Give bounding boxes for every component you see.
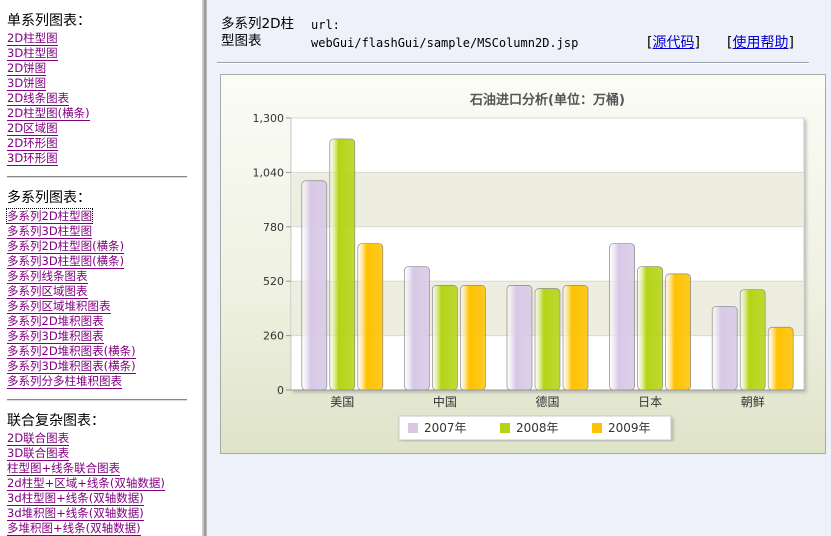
- nav-link[interactable]: 3D柱型图: [7, 46, 58, 61]
- nav-link[interactable]: 多系列2D堆积图表(横条): [7, 344, 136, 359]
- url-value: webGui/flashGui/sample/MSColumn2D.jsp: [311, 36, 579, 50]
- y-tick-label: 520: [263, 275, 284, 288]
- legend-label: 2008年: [516, 421, 559, 435]
- chart-title: 石油进口分析(单位：万桶): [469, 92, 625, 108]
- nav-link[interactable]: 2D柱型图(横条): [7, 106, 90, 121]
- source-code-link-wrapper: [源代码]: [647, 35, 700, 51]
- chart-svg: 石油进口分析(单位：万桶) 0 260 520 780 1,040 1,300 美国 中国 德国 日…: [253, 92, 805, 441]
- nav-link[interactable]: 多系列3D堆积图表(横条): [7, 359, 136, 374]
- bar-2-0: [506, 285, 533, 391]
- nav-link[interactable]: 多系列3D堆积图表: [7, 329, 104, 344]
- legend-box: [398, 415, 672, 441]
- url-label: url:: [311, 18, 340, 32]
- nav-link[interactable]: 2D柱型图: [7, 31, 58, 46]
- nav-link[interactable]: 多系列线条图表: [7, 269, 88, 284]
- legend-swatch: [408, 423, 418, 433]
- y-tick-label: 1,300: [253, 112, 285, 125]
- nav-link[interactable]: 2D饼图: [7, 61, 47, 76]
- bar-4-2: [767, 326, 794, 391]
- chart-panel: 石油进口分析(单位：万桶) 0 260 520 780 1,040 1,300 美国 中国 德国 日…: [220, 74, 826, 454]
- nav-link[interactable]: 2D线条图表: [7, 91, 70, 106]
- legend-swatch: [592, 423, 602, 433]
- source-code-link[interactable]: 源代码: [652, 35, 695, 51]
- nav-section-title: 多系列图表：: [7, 190, 91, 206]
- bar-0-0: [301, 180, 328, 391]
- nav-link[interactable]: 多系列2D堆积图表: [7, 314, 104, 329]
- left-nav-frame: 单系列图表： 2D柱型图 3D柱型图 2D饼图 3D饼图 2D线条图表 2D柱型图(横条) 2…: [0, 0, 202, 536]
- nav-link[interactable]: 2D环形图: [7, 136, 58, 151]
- nav-link[interactable]: 多堆积图+线条(双轴数据): [7, 521, 141, 536]
- bar-1-0: [404, 266, 430, 391]
- nav-link[interactable]: 多系列3D柱型图: [7, 224, 93, 239]
- bar-3-2: [665, 273, 691, 391]
- help-link[interactable]: 使用帮助: [732, 35, 789, 51]
- nav-link[interactable]: 多系列分多柱堆积图表: [7, 374, 122, 389]
- bar-3-1: [637, 266, 663, 391]
- nav-link[interactable]: 多系列2D柱型图: [6, 208, 94, 224]
- nav-link[interactable]: 3d柱型图+线条(双轴数据): [7, 491, 144, 506]
- bar-0-1: [329, 138, 356, 391]
- nav-section-title: 联合复杂图表：: [7, 413, 105, 429]
- help-link-wrapper: [使用帮助]: [727, 35, 794, 51]
- y-tick-label: 260: [263, 330, 284, 343]
- x-category-label: 美国: [330, 395, 354, 409]
- nav-link[interactable]: 柱型图+线条联合图表: [7, 461, 121, 476]
- y-tick-label: 1,040: [253, 166, 285, 179]
- bar-4-1: [739, 289, 766, 391]
- nav-link[interactable]: 多系列3D柱型图(横条): [7, 254, 125, 269]
- nav-link[interactable]: 2d柱型+区域+线条(双轴数据): [7, 476, 165, 491]
- nav-divider: [7, 176, 187, 178]
- plot-band: [292, 172, 803, 227]
- legend-label: 2007年: [424, 421, 467, 435]
- bar-3-0: [609, 243, 635, 391]
- bar-1-1: [432, 285, 458, 391]
- nav-link[interactable]: 3D联合图表: [7, 446, 70, 461]
- nav-link[interactable]: 多系列区域堆积图表: [7, 299, 111, 314]
- nav-link[interactable]: 多系列2D柱型图(横条): [7, 239, 125, 254]
- y-tick-label: 780: [263, 221, 284, 234]
- nav-section: 联合复杂图表： 2D联合图表 3D联合图表 柱型图+线条联合图表 2d柱型+区域+线条(…: [7, 413, 202, 536]
- frame-divider[interactable]: [202, 0, 207, 536]
- page-info: 多系列2D柱型图表 url: webGui/flashGui/sample/MS…: [221, 16, 811, 56]
- nav-link[interactable]: 2D联合图表: [7, 431, 70, 446]
- main-frame: 多系列2D柱型图表 url: webGui/flashGui/sample/MS…: [207, 0, 831, 536]
- x-category-label: 朝鲜: [741, 395, 765, 409]
- x-category-label: 德国: [535, 394, 559, 409]
- x-category-label: 日本: [638, 395, 662, 409]
- nav-link[interactable]: 3D饼图: [7, 76, 47, 91]
- nav-link[interactable]: 3D环形图: [7, 151, 58, 166]
- bar-2-1: [534, 288, 561, 391]
- legend-label: 2009年: [608, 421, 651, 435]
- legend-swatch: [500, 423, 510, 433]
- bar-4-0: [711, 305, 738, 391]
- x-category-label: 中国: [433, 394, 457, 409]
- nav-section-title: 单系列图表：: [7, 13, 91, 29]
- bar-1-2: [460, 285, 486, 391]
- nav-link[interactable]: 3d堆积图+线条(双轴数据): [7, 506, 144, 521]
- nav-section: 多系列图表： 多系列2D柱型图 多系列3D柱型图 多系列2D柱型图(横条) 多系列3D柱…: [6, 190, 202, 389]
- page-title: 多系列2D柱型图表: [221, 16, 294, 49]
- bar-0-2: [357, 243, 384, 391]
- nav-divider: [7, 399, 187, 401]
- nav-link[interactable]: 多系列区域图表: [7, 284, 88, 299]
- header-divider: [217, 62, 809, 64]
- nav-section: 单系列图表： 2D柱型图 3D柱型图 2D饼图 3D饼图 2D线条图表 2D柱型图(横条) 2…: [7, 13, 202, 166]
- y-tick-label: 0: [277, 384, 284, 397]
- nav-link[interactable]: 2D区域图: [7, 121, 58, 136]
- bar-2-2: [562, 285, 589, 391]
